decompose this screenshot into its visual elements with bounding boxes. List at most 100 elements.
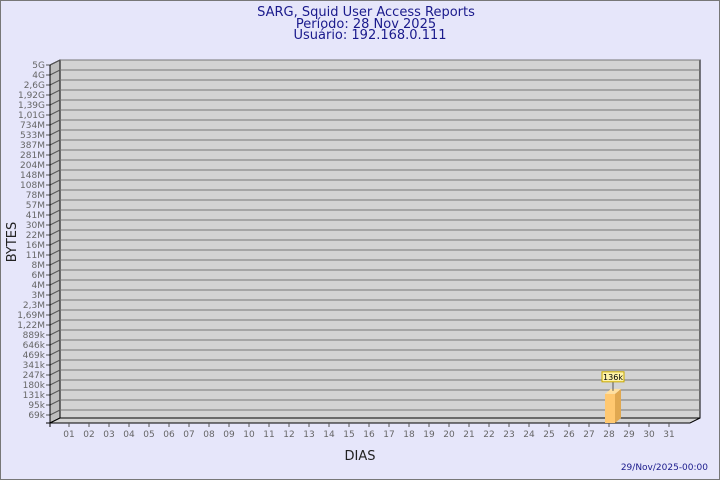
- x-tick-label: 08: [203, 430, 215, 440]
- y-tick-label: 5G: [32, 61, 45, 71]
- x-tick-label: 12: [283, 430, 294, 440]
- x-tick-label: 20: [443, 430, 455, 440]
- y-tick-label: 646k: [23, 341, 46, 351]
- x-tick-label: 07: [183, 430, 194, 440]
- x-tick-label: 25: [543, 430, 554, 440]
- chart-title: SARG, Squid User Access Reports: [257, 5, 475, 20]
- y-tick-slant: [49, 299, 61, 306]
- y-tick-slant: [49, 259, 61, 266]
- x-tick-label: 14: [323, 430, 335, 440]
- x-tick-label: 28: [603, 430, 615, 440]
- data-label: 136k: [603, 373, 623, 382]
- y-tick-slant: [49, 319, 61, 326]
- y-tick-label: 889k: [23, 331, 46, 341]
- y-tick-label: 3M: [32, 291, 46, 301]
- x-tick-label: 05: [143, 430, 154, 440]
- x-tick-label: 13: [303, 430, 314, 440]
- y-tick-label: 387M: [20, 141, 45, 151]
- y-tick-slant: [49, 59, 61, 66]
- y-tick-label: 1,39G: [18, 101, 45, 111]
- y-tick-slant: [49, 119, 61, 126]
- x-tick-label: 23: [503, 430, 514, 440]
- x-tick-label: 09: [223, 430, 235, 440]
- y-tick-label: 533M: [20, 131, 45, 141]
- y-tick-slant: [49, 139, 61, 146]
- y-tick-label: 2,6G: [24, 81, 45, 91]
- y-tick-label: 247k: [23, 371, 46, 381]
- x-tick-label: 30: [643, 430, 655, 440]
- y-tick-label: 95k: [28, 401, 45, 411]
- x-tick-label: 22: [483, 430, 494, 440]
- y-tick-label: 6M: [32, 271, 46, 281]
- floor: [49, 417, 701, 424]
- y-tick-label: 2,3M: [23, 301, 45, 311]
- x-tick-label: 29: [623, 430, 635, 440]
- y-tick-slant: [49, 369, 61, 376]
- x-tick-label: 17: [383, 430, 394, 440]
- y-tick-label: 1,01G: [18, 111, 45, 121]
- y-tick-slant: [49, 339, 61, 346]
- y-tick-label: 341k: [23, 361, 46, 371]
- y-tick-slant: [49, 129, 61, 136]
- y-tick-slant: [49, 229, 61, 236]
- y-tick-slant: [49, 279, 61, 286]
- y-tick-label: 11M: [26, 251, 45, 261]
- y-tick-slant: [49, 359, 61, 366]
- x-tick-label: 04: [123, 430, 135, 440]
- bar-front: [605, 393, 615, 423]
- y-tick-slant: [49, 249, 61, 256]
- y-tick-label: 22M: [26, 231, 45, 241]
- back-wall: [59, 59, 701, 419]
- x-tick-label: 11: [263, 430, 274, 440]
- x-tick-label: 06: [163, 430, 175, 440]
- x-tick-label: 31: [663, 430, 674, 440]
- y-tick-slant: [49, 289, 61, 296]
- y-tick-slant: [49, 219, 61, 226]
- y-tick-slant: [49, 79, 61, 86]
- x-tick-label: 19: [423, 430, 435, 440]
- y-tick-label: 30M: [26, 221, 45, 231]
- y-tick-slant: [49, 89, 61, 96]
- y-tick-label: 1,22M: [17, 321, 45, 331]
- y-tick-slant: [49, 409, 61, 416]
- y-tick-slant: [49, 159, 61, 166]
- x-tick-label: 24: [523, 430, 535, 440]
- y-tick-slant: [49, 109, 61, 116]
- x-tick-label: 18: [403, 430, 415, 440]
- y-axis-label: BYTES: [5, 222, 20, 263]
- y-tick-label: 69k: [28, 411, 45, 421]
- x-tick-label: 21: [463, 430, 474, 440]
- y-tick-label: 1,69M: [17, 311, 45, 321]
- y-tick-slant: [49, 269, 61, 276]
- x-tick-label: 01: [63, 430, 74, 440]
- y-tick-slant: [49, 349, 61, 356]
- y-tick-label: 131k: [23, 391, 46, 401]
- x-tick-label: 16: [363, 430, 375, 440]
- chart-user: Usuário: 192.168.0.111: [293, 28, 446, 43]
- y-tick-slant: [49, 379, 61, 386]
- y-tick-slant: [49, 389, 61, 396]
- y-tick-label: 16M: [26, 241, 45, 251]
- y-tick-label: 180k: [23, 381, 46, 391]
- y-tick-slant: [49, 69, 61, 76]
- y-tick-slant: [49, 189, 61, 196]
- y-tick-label: 78M: [26, 191, 45, 201]
- y-tick-slant: [49, 309, 61, 316]
- y-tick-slant: [49, 179, 61, 186]
- y-tick-label: 1,92G: [18, 91, 45, 101]
- y-tick-label: 108M: [20, 181, 45, 191]
- y-tick-label: 148M: [20, 171, 45, 181]
- y-tick-slant: [49, 99, 61, 106]
- y-tick-label: 41M: [26, 211, 45, 221]
- y-tick-slant: [49, 199, 61, 206]
- y-tick-label: 734M: [20, 121, 45, 131]
- x-tick-label: 10: [243, 430, 255, 440]
- y-tick-label: 4G: [32, 71, 45, 81]
- y-tick-slant: [49, 169, 61, 176]
- x-tick-label: 27: [583, 430, 594, 440]
- x-tick-label: 03: [103, 430, 114, 440]
- y-tick-label: 281M: [20, 151, 45, 161]
- x-tick-label: 02: [83, 430, 94, 440]
- y-tick-label: 8M: [32, 261, 46, 271]
